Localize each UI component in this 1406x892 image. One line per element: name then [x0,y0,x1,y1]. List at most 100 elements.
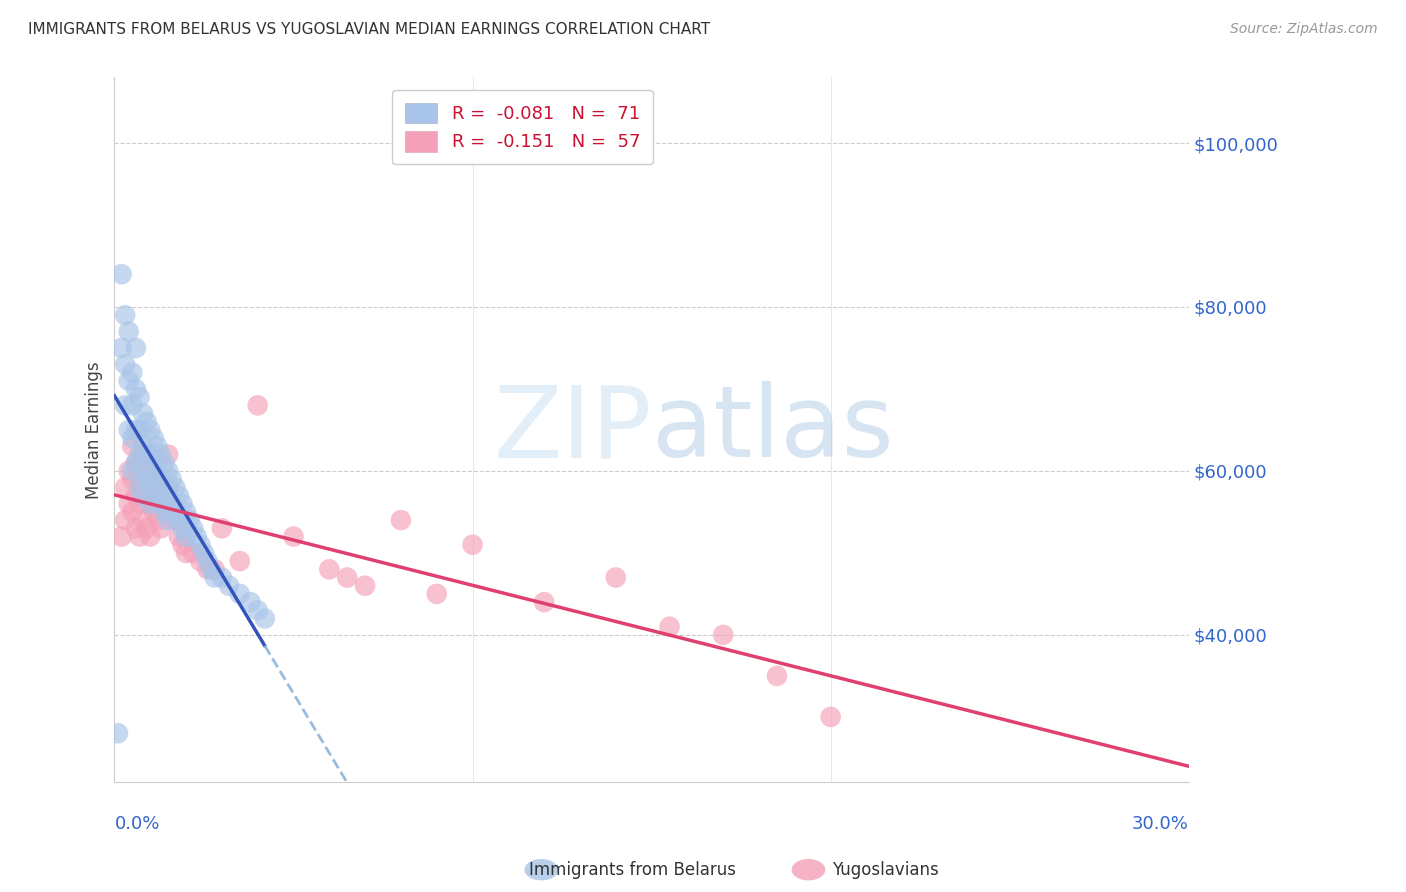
Point [174,505,197,519]
Point [204,562,226,576]
Point [121,366,143,380]
Point [139,529,162,543]
Point [253,611,276,625]
Point [121,431,143,445]
Point [204,570,226,584]
Point [149,489,172,503]
Point [461,538,484,552]
Point [181,521,204,535]
Point [132,439,155,453]
Point [118,464,141,478]
Point [336,570,359,584]
Point [135,456,157,470]
Point [139,464,162,478]
Point [229,554,252,568]
Y-axis label: Median Earnings: Median Earnings [86,361,103,499]
Point [128,390,150,404]
Point [128,529,150,543]
Point [211,521,233,535]
Point [200,562,222,576]
Point [110,341,132,355]
Point [157,513,180,527]
Point [246,398,269,412]
Point [128,497,150,511]
Point [135,448,157,462]
Text: Source: ZipAtlas.com: Source: ZipAtlas.com [1230,22,1378,37]
Point [125,521,148,535]
Point [118,423,141,437]
Point [167,529,190,543]
Point [229,587,252,601]
Point [142,456,165,470]
Point [139,472,162,486]
Point [149,448,172,462]
Text: IMMIGRANTS FROM BELARUS VS YUGOSLAVIAN MEDIAN EARNINGS CORRELATION CHART: IMMIGRANTS FROM BELARUS VS YUGOSLAVIAN M… [28,22,710,37]
Point [149,472,172,486]
Point [218,579,240,593]
Point [172,538,194,552]
Point [658,620,681,634]
Point [142,472,165,486]
Point [172,521,194,535]
Point [146,489,169,503]
Point [139,423,162,437]
Point [132,448,155,462]
Point [146,439,169,453]
Point [172,497,194,511]
Point [190,554,212,568]
Point [174,529,197,543]
Point [153,456,176,470]
Point [157,489,180,503]
Point [167,513,190,527]
Point [135,489,157,503]
Point [132,407,155,421]
Point [246,603,269,617]
Point [239,595,262,609]
Point [193,546,215,560]
Point [128,480,150,494]
Point [121,398,143,412]
Point [283,529,305,543]
Point [146,464,169,478]
Point [354,579,377,593]
Point [160,505,183,519]
Legend: R =  -0.081   N =  71, R =  -0.151   N =  57: R = -0.081 N = 71, R = -0.151 N = 57 [392,90,652,164]
Point [132,489,155,503]
Text: ZIP: ZIP [494,382,651,478]
Point [167,489,190,503]
Point [125,456,148,470]
Point [711,628,734,642]
Point [157,464,180,478]
Point [179,513,201,527]
Point [118,374,141,388]
Point [533,595,555,609]
Point [160,472,183,486]
Text: Yugoslavians: Yugoslavians [832,861,939,879]
Point [125,423,148,437]
Point [426,587,449,601]
Point [121,505,143,519]
Point [121,439,143,453]
Point [121,464,143,478]
Point [605,570,627,584]
Point [132,480,155,494]
Point [153,505,176,519]
Point [128,448,150,462]
Point [118,325,141,339]
Point [766,669,789,683]
Text: Immigrants from Belarus: Immigrants from Belarus [529,861,737,879]
Point [114,513,136,527]
Point [153,497,176,511]
Point [149,497,172,511]
Point [114,308,136,322]
Point [114,480,136,494]
Point [139,497,162,511]
Text: 0.0%: 0.0% [114,815,160,833]
Point [165,505,187,519]
Point [181,546,204,560]
Point [146,513,169,527]
Point [142,505,165,519]
Point [139,497,162,511]
Point [132,464,155,478]
Point [107,726,129,740]
